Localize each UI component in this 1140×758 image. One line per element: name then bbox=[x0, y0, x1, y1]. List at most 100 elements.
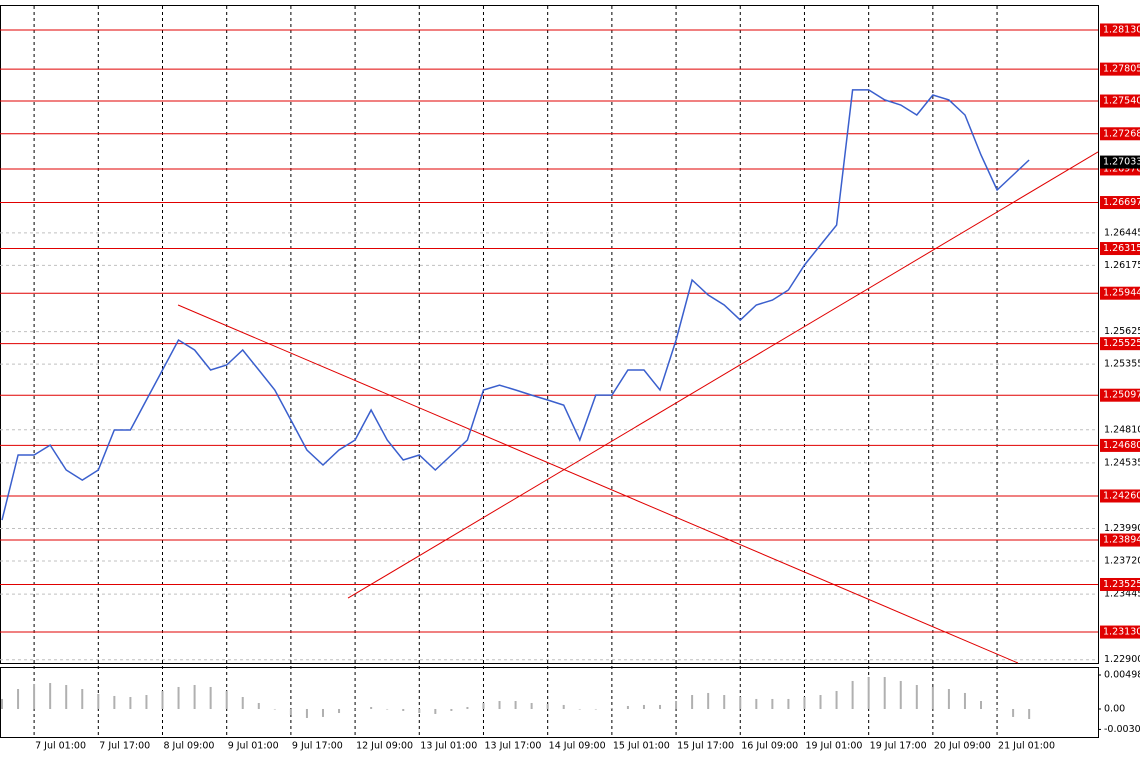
level-label: 1.24680 bbox=[1103, 440, 1140, 451]
level-label-box bbox=[1100, 337, 1140, 351]
osc-bar bbox=[819, 695, 822, 709]
level-label: 1.24260 bbox=[1103, 490, 1140, 501]
osc-bar bbox=[675, 701, 678, 709]
osc-bar bbox=[273, 708, 276, 710]
osc-tick-label: 0.004987 bbox=[1104, 669, 1140, 680]
level-label: 1.27805 bbox=[1103, 64, 1140, 75]
y-tick-label: 1.22900 bbox=[1104, 654, 1140, 665]
y-tick-label: 1.24535 bbox=[1104, 457, 1140, 468]
osc-bar bbox=[803, 696, 806, 709]
level-label-box bbox=[1100, 94, 1140, 108]
osc-tick-label: -0.00300 bbox=[1104, 724, 1140, 735]
osc-bar bbox=[610, 707, 613, 709]
x-tick-label: 7 Jul 01:00 bbox=[35, 741, 86, 752]
x-tick-label: 7 Jul 17:00 bbox=[99, 741, 150, 752]
level-label-box bbox=[1100, 62, 1140, 76]
osc-bar bbox=[1, 698, 4, 709]
x-tick-label: 13 Jul 17:00 bbox=[484, 741, 541, 752]
osc-bar bbox=[225, 690, 228, 709]
oscillator-frame bbox=[0, 667, 1099, 738]
osc-bar bbox=[996, 708, 999, 711]
osc-bar bbox=[129, 696, 132, 709]
osc-bar bbox=[434, 708, 437, 714]
y-tick-label: 1.23445 bbox=[1104, 589, 1140, 600]
x-tick-label: 16 Jul 09:00 bbox=[741, 741, 798, 752]
osc-bar bbox=[562, 704, 565, 709]
osc-bar bbox=[947, 689, 950, 709]
osc-bar bbox=[594, 708, 597, 710]
osc-bar bbox=[370, 707, 373, 709]
osc-bar bbox=[97, 693, 100, 709]
y-tick-label: 1.23720 bbox=[1104, 556, 1140, 567]
x-tick-label: 21 Jul 01:00 bbox=[998, 741, 1055, 752]
osc-bar bbox=[931, 686, 934, 709]
level-label-box bbox=[1100, 438, 1140, 452]
osc-bar bbox=[723, 695, 726, 709]
level-label: 1.23525 bbox=[1103, 579, 1140, 590]
osc-bar bbox=[626, 705, 629, 709]
trendline bbox=[177, 304, 1019, 664]
x-tick-label: 20 Jul 09:00 bbox=[934, 741, 991, 752]
osc-bar bbox=[257, 702, 260, 709]
osc-bar bbox=[514, 701, 517, 709]
osc-bar bbox=[883, 677, 886, 709]
osc-bar bbox=[771, 698, 774, 709]
osc-bar bbox=[289, 708, 292, 715]
osc-bar bbox=[530, 702, 533, 709]
osc-bar bbox=[755, 698, 758, 709]
x-tick-label: 19 Jul 17:00 bbox=[870, 741, 927, 752]
osc-bar bbox=[305, 708, 308, 718]
x-tick-label: 15 Jul 01:00 bbox=[613, 741, 670, 752]
osc-bar bbox=[321, 708, 324, 717]
osc-bar bbox=[33, 683, 36, 709]
level-label-box bbox=[1100, 23, 1140, 37]
osc-bar bbox=[338, 708, 341, 714]
osc-bar bbox=[418, 708, 421, 714]
level-label-box bbox=[1100, 127, 1140, 141]
osc-bar bbox=[835, 690, 838, 709]
osc-bar bbox=[739, 696, 742, 709]
osc-bar bbox=[482, 702, 485, 709]
osc-bar bbox=[161, 690, 164, 709]
level-label: 1.28130 bbox=[1103, 24, 1140, 35]
level-label-box bbox=[1100, 196, 1140, 210]
osc-bar bbox=[17, 689, 20, 709]
level-label-box bbox=[1100, 625, 1140, 639]
x-tick-label: 9 Jul 17:00 bbox=[292, 741, 343, 752]
level-label: 1.25525 bbox=[1103, 338, 1140, 349]
trendline bbox=[347, 151, 1099, 599]
y-tick-label: 1.24810 bbox=[1104, 424, 1140, 435]
osc-bar bbox=[980, 701, 983, 709]
y-tick-label: 1.26445 bbox=[1104, 227, 1140, 238]
level-label: 1.26697 bbox=[1103, 197, 1140, 208]
level-label: 1.23894 bbox=[1103, 535, 1140, 546]
x-tick-label: 12 Jul 09:00 bbox=[356, 741, 413, 752]
osc-bar bbox=[450, 708, 453, 711]
osc-bar bbox=[386, 708, 389, 710]
osc-bar bbox=[851, 680, 854, 709]
main-frame bbox=[0, 5, 1099, 664]
osc-bar bbox=[642, 704, 645, 709]
osc-bar bbox=[177, 686, 180, 709]
osc-bar bbox=[915, 684, 918, 709]
x-tick-label: 8 Jul 09:00 bbox=[163, 741, 214, 752]
osc-bar bbox=[578, 708, 581, 710]
level-label-box bbox=[1100, 489, 1140, 503]
y-tick-label: 1.26175 bbox=[1104, 260, 1140, 271]
level-label: 1.25097 bbox=[1103, 390, 1140, 401]
osc-bar bbox=[899, 680, 902, 709]
osc-bar bbox=[402, 708, 405, 711]
level-label-box bbox=[1100, 286, 1140, 300]
y-tick-label: 1.25355 bbox=[1104, 359, 1140, 370]
osc-bar bbox=[241, 696, 244, 709]
current-price-box bbox=[1100, 155, 1140, 169]
level-label: 1.27540 bbox=[1103, 96, 1140, 107]
osc-bar bbox=[691, 695, 694, 709]
level-label-box bbox=[1100, 388, 1140, 402]
level-label-box bbox=[1100, 242, 1140, 256]
osc-tick-label: 0.00 bbox=[1104, 703, 1125, 714]
x-tick-label: 13 Jul 01:00 bbox=[420, 741, 477, 752]
osc-bar bbox=[787, 698, 790, 709]
